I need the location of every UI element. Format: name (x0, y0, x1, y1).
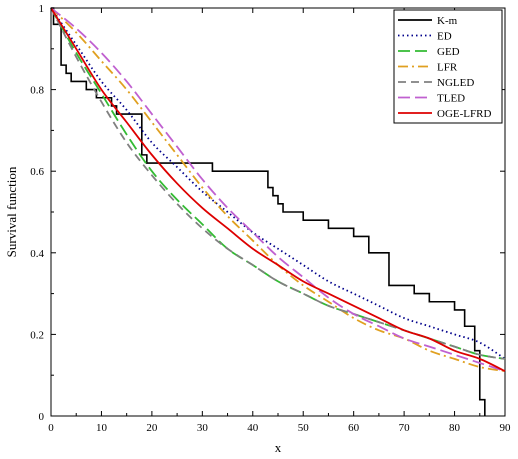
legend-label: TLED (437, 93, 465, 105)
x-tick-label: 50 (298, 422, 310, 434)
y-tick-label: 0.8 (30, 85, 44, 97)
series-line-tled (50, 7, 506, 372)
x-tick-label: 90 (500, 422, 512, 434)
series-line-oge-lfrd (50, 7, 506, 372)
x-axis-title: x (275, 440, 282, 455)
x-tick-label: 60 (348, 422, 360, 434)
x-tick-label: 10 (96, 422, 108, 434)
y-tick-label: 0 (39, 411, 45, 423)
legend-label: ED (437, 31, 452, 43)
series-line-ged (50, 7, 506, 360)
ticks-layer: 0 10 20 30 40 50 60 70 80 90 0 0.2 0.4 0.6 0.8 1 (30, 3, 511, 434)
y-tick-label: 0.6 (30, 166, 44, 178)
legend-label: LFR (437, 62, 458, 74)
x-tick-label: 30 (197, 422, 209, 434)
y-tick-label: 0.4 (30, 248, 44, 260)
y-tick-label: 0.2 (30, 329, 44, 341)
y-axis-title: Survival function (4, 166, 19, 257)
series-line-ed (50, 7, 506, 360)
legend: K-m ED GED LFR NGLED TLED OGE-LFRD (393, 9, 503, 124)
x-tick-label: 20 (146, 422, 158, 434)
legend-label: K-m (437, 15, 458, 27)
x-tick-label: 40 (247, 422, 259, 434)
legend-label: OGE-LFRD (437, 108, 491, 120)
legend-label: NGLED (437, 77, 474, 89)
series-line-k-m (51, 7, 486, 416)
legend-label: GED (437, 46, 460, 58)
series-layer (50, 7, 506, 416)
y-tick-label: 1 (39, 3, 45, 15)
x-tick-label: 0 (48, 422, 54, 434)
x-tick-label: 80 (449, 422, 461, 434)
x-tick-label: 70 (399, 422, 411, 434)
